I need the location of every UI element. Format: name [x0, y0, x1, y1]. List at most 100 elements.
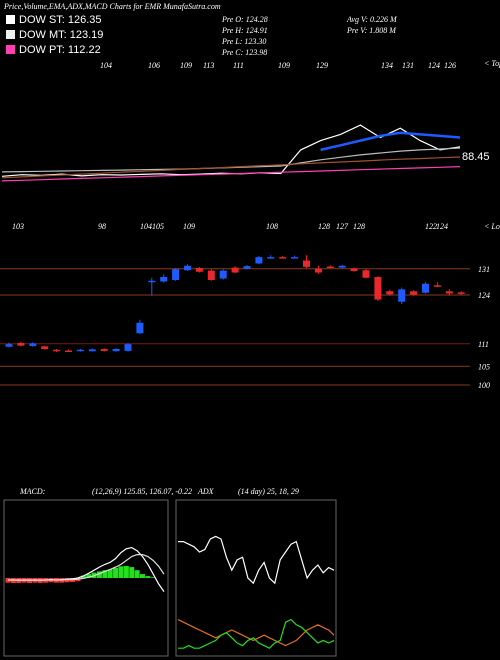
y-tick-label: 100	[478, 381, 490, 390]
candle-body	[291, 257, 299, 259]
candle-body	[29, 343, 37, 346]
top-label: 124	[428, 61, 440, 70]
series-line	[178, 535, 335, 585]
series-line	[178, 618, 335, 649]
candle-body	[76, 349, 84, 352]
legend-entry: DOW ST: 126.35	[19, 14, 102, 26]
top-label: 111	[233, 61, 244, 70]
info: Pre O: 124.28	[221, 15, 268, 24]
low-label: 127	[336, 222, 349, 231]
top-label: 113	[203, 61, 214, 70]
histogram-bar	[86, 574, 92, 578]
low-label: 128	[353, 222, 365, 231]
candle-body	[255, 257, 263, 264]
legend-entry: DOW PT: 112.22	[19, 44, 101, 56]
top-label: 106	[148, 61, 160, 70]
legend-swatch	[6, 30, 15, 39]
histogram-bar	[150, 577, 156, 578]
adx-title: ADX	[197, 487, 215, 496]
low-label: 104	[140, 222, 152, 231]
candle-body	[231, 267, 239, 273]
top-label: 126	[444, 61, 456, 70]
histogram-bar	[107, 569, 113, 578]
candle-body	[160, 277, 168, 282]
legend-swatch	[6, 15, 15, 24]
candle-body	[350, 268, 358, 271]
candle-body	[53, 349, 61, 352]
histogram-bar	[102, 570, 108, 578]
info: Avg V: 0.226 M	[346, 15, 398, 24]
top-label: 131	[402, 61, 414, 70]
candle-body	[207, 270, 215, 280]
candle-body	[41, 346, 49, 349]
candle-body	[326, 266, 334, 268]
low-label: 128	[318, 222, 330, 231]
histogram-bar	[139, 574, 145, 578]
legend-entry: DOW MT: 123.19	[19, 29, 103, 41]
adx-frame	[175, 499, 337, 657]
last-value: 88.45	[462, 151, 490, 163]
macd-frame	[3, 499, 169, 657]
candle-body	[374, 277, 382, 300]
histogram-bar	[129, 567, 135, 578]
candle-body	[195, 268, 203, 272]
histogram-bar	[80, 575, 86, 578]
y-tick-label: 105	[478, 362, 490, 371]
histogram-bar	[96, 571, 102, 578]
series-line	[8, 554, 165, 581]
y-tick-label: 111	[478, 340, 489, 349]
candle-body	[100, 349, 108, 351]
candle-body	[267, 257, 275, 259]
histogram-bar	[113, 567, 119, 578]
macd-title: MACD:	[19, 487, 46, 496]
top-label: 109	[278, 61, 290, 70]
candle-body	[243, 266, 251, 269]
low-label: 98	[98, 222, 106, 231]
y-tick-label: 124	[478, 291, 490, 300]
candle-body	[279, 257, 287, 259]
adx-subtitle: (14 day) 25, 18, 29	[238, 487, 299, 496]
low-label: 124	[436, 222, 448, 231]
histogram-bar	[134, 570, 140, 578]
low-label: 105	[152, 222, 164, 231]
info: Pre L: 123.30	[221, 37, 266, 46]
candle-body	[219, 270, 227, 279]
tops-marker: < Tops	[484, 59, 500, 68]
series-line	[1, 156, 461, 179]
histogram-bar	[118, 566, 124, 578]
candle-body	[148, 280, 156, 283]
info: Pre V: 1.808 M	[346, 26, 397, 35]
page-title: Price,Volume,EMA,ADX,MACD Charts for EMR…	[3, 2, 221, 11]
histogram-bar	[123, 565, 129, 578]
candle-body	[386, 291, 394, 295]
top-label: 134	[381, 61, 393, 70]
candle-body	[172, 269, 180, 280]
candle-body	[314, 268, 322, 273]
series-line	[320, 131, 461, 152]
series-line	[177, 619, 335, 647]
candle-body	[184, 265, 191, 271]
low-label: 103	[12, 222, 24, 231]
candle-body	[398, 289, 406, 302]
top-label: 109	[180, 61, 192, 70]
candle-body	[445, 291, 453, 294]
y-tick-label: 131	[478, 265, 490, 274]
candle-body	[5, 344, 13, 347]
candle-body	[422, 283, 429, 293]
low-label: 108	[266, 222, 278, 231]
candle-body	[136, 322, 144, 334]
candle-body	[433, 285, 441, 287]
macd-subtitle: (12,26,9) 125.85, 126.07, -0.22	[92, 487, 192, 496]
top-label: 104	[100, 61, 112, 70]
candle-body	[124, 344, 132, 351]
top-label: 129	[316, 61, 328, 70]
info: Pre H: 124.91	[221, 26, 268, 35]
lows-marker: < Lows	[484, 222, 500, 231]
histogram-bar	[145, 576, 151, 578]
candle-body	[303, 260, 310, 267]
low-label: 122	[425, 222, 437, 231]
series-line	[1, 166, 461, 182]
legend-swatch	[6, 45, 15, 54]
